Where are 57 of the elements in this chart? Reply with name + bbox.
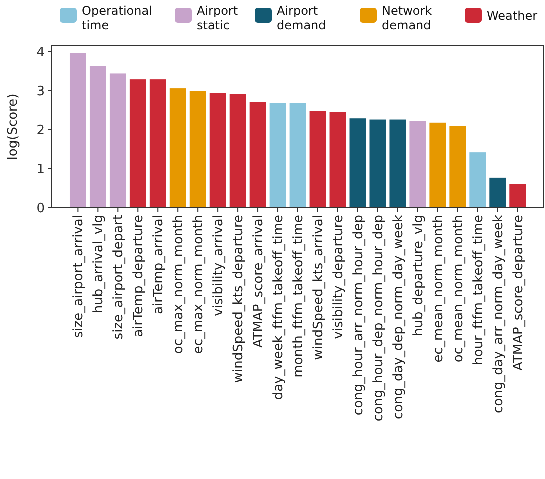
x-tick-label: cong_day_dep_norm_day_week <box>391 214 406 420</box>
bar <box>330 112 346 208</box>
bar <box>410 121 426 208</box>
bar <box>130 80 146 208</box>
bar <box>370 120 386 208</box>
bar <box>290 103 306 208</box>
bar <box>470 152 486 208</box>
bar <box>490 178 506 208</box>
x-tick-label: size_airport_arrival <box>72 215 87 338</box>
bar <box>250 102 266 208</box>
bar <box>70 53 86 208</box>
bar <box>450 126 466 208</box>
x-tick-label: oc_max_norm_month <box>172 215 187 354</box>
x-tick-label: windSpeed_kts_departure <box>232 215 247 384</box>
y-tick-label: 3 <box>36 84 45 100</box>
x-tick-label: ATMAP_score_arrival <box>252 215 267 348</box>
y-axis-title: log(Score) <box>6 94 21 160</box>
x-tick-label: cong_hour_dep_norm_hour_dep <box>371 215 386 422</box>
x-tick-label: cong_hour_arr_norm_hour_dep <box>352 215 366 416</box>
bar <box>150 80 166 208</box>
bar <box>110 74 126 208</box>
bar <box>230 94 246 208</box>
bar <box>390 120 406 208</box>
y-tick-label: 0 <box>36 202 45 217</box>
x-tick-label: ec_mean_norm_month <box>431 215 446 363</box>
y-tick-label: 2 <box>36 123 45 138</box>
y-tick-label: 1 <box>36 162 45 178</box>
x-tick-label: airTemp_arrival <box>152 215 167 314</box>
x-tick-label: oc_mean_norm_month <box>451 215 466 363</box>
x-tick-label: cong_day_arr_norm_day_week <box>491 214 506 414</box>
legend-label: Weather <box>487 9 538 23</box>
bar <box>430 122 446 208</box>
x-tick-label: hour_ftfm_takeoff_time <box>471 215 486 366</box>
y-tick-label: 4 <box>36 45 45 60</box>
x-tick-label: airTemp_departure <box>132 215 147 338</box>
x-tick-label: visibility_arrival <box>212 215 227 316</box>
bar <box>310 111 326 208</box>
x-tick-label: hub_arrival_vlg <box>92 215 107 314</box>
bar <box>510 184 526 208</box>
bar <box>190 91 206 208</box>
bar <box>270 103 286 208</box>
x-tick-label: visibility_departure <box>332 215 347 340</box>
legend-label: Airport static <box>197 4 238 33</box>
legend-label: Network demand <box>382 4 432 33</box>
x-tick-label: day_week_ftfm_takeoff_time <box>272 215 287 400</box>
bar <box>350 118 366 208</box>
bar <box>90 66 106 208</box>
legend-label: Operational time <box>82 4 152 33</box>
x-tick-label: size_airport_depart <box>112 215 127 340</box>
bar <box>210 93 226 208</box>
x-tick-label: ATMAP_score_departure <box>511 215 526 371</box>
x-tick-label: ec_max_norm_month <box>192 215 207 354</box>
x-tick-label: month_ftfm_takeoff_time <box>292 215 307 378</box>
x-tick-label: windSpeed_kts_arrival <box>312 215 327 360</box>
x-tick-label: hub_departure_vlg <box>411 215 426 336</box>
bar <box>170 88 186 208</box>
legend-label: Airport demand <box>277 4 326 33</box>
